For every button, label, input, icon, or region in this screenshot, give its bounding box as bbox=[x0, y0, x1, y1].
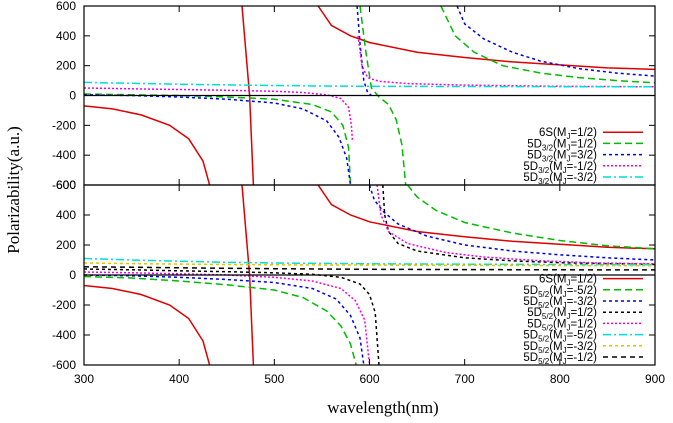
series-line-bottom-0-1 bbox=[241, 185, 255, 365]
y-tick-label: -600 bbox=[52, 178, 76, 192]
y-tick-label: -200 bbox=[52, 298, 76, 312]
legend-label: 5D5/2(MJ=-3/2) bbox=[523, 341, 597, 355]
legend-bottom: 6S(MJ=1/2)5D5/2(MJ=-5/2)5D5/2(MJ=-3/2)5D… bbox=[523, 274, 643, 366]
legend-label: 5D5/2(MJ=-5/2) bbox=[523, 285, 597, 299]
series-line-bottom-3-0 bbox=[84, 268, 380, 365]
y-tick-label: 0 bbox=[69, 268, 76, 282]
plot-area-bottom bbox=[84, 185, 655, 365]
y-tick-label: -400 bbox=[52, 148, 76, 162]
series-line-top-1-1 bbox=[359, 6, 407, 185]
series-line-bottom-2-1 bbox=[368, 185, 655, 261]
y-tick-label: -200 bbox=[52, 118, 76, 132]
series-line-bottom-4-0 bbox=[84, 271, 371, 365]
series-line-top-2-0 bbox=[84, 94, 352, 185]
series-line-bottom-0-0 bbox=[84, 284, 211, 365]
legend-label: 5D5/2(MJ=-5/2) bbox=[523, 330, 597, 344]
y-tick-label: 200 bbox=[56, 59, 76, 73]
legend-label: 5D3/2(MJ=-1/2) bbox=[523, 161, 597, 175]
series-line-top-4-0 bbox=[84, 81, 655, 88]
series-line-top-1-2 bbox=[440, 6, 655, 84]
y-tick-label: 0 bbox=[69, 89, 76, 103]
x-tick-label: 500 bbox=[264, 372, 284, 386]
legend-label: 5D3/2(MJ=3/2) bbox=[527, 150, 597, 164]
series-line-top-1-0 bbox=[84, 93, 352, 185]
series-line-bottom-4-1 bbox=[376, 185, 655, 265]
series-line-bottom-5-0 bbox=[84, 257, 655, 266]
y-tick-label: 200 bbox=[56, 238, 76, 252]
series-line-bottom-2-0 bbox=[84, 274, 365, 365]
plot-area-top bbox=[84, 6, 655, 185]
y-tick-label: 600 bbox=[56, 178, 76, 192]
series-line-top-2-2 bbox=[456, 6, 655, 77]
x-axis-title: wavelength(nm) bbox=[327, 398, 438, 417]
legend-label: 5D3/2(MJ=-3/2) bbox=[523, 172, 597, 186]
chart-panels: 6004002000-200-400-6006S(MJ=1/2)5D3/2(MJ… bbox=[52, 0, 665, 386]
series-line-top-0-1 bbox=[241, 6, 255, 185]
x-tick-label: 300 bbox=[74, 372, 94, 386]
panel-top: 6004002000-200-400-6006S(MJ=1/2)5D3/2(MJ… bbox=[52, 0, 656, 192]
series-line-bottom-1-1 bbox=[407, 185, 655, 250]
y-tick-label: 400 bbox=[56, 29, 76, 43]
series-line-bottom-6-0 bbox=[84, 262, 655, 267]
y-tick-label: 600 bbox=[56, 0, 76, 13]
series-line-bottom-1-0 bbox=[84, 275, 357, 365]
legend-label: 5D5/2(MJ=1/2) bbox=[527, 307, 597, 321]
series-line-top-2-1 bbox=[356, 6, 372, 97]
series-line-bottom-0-2 bbox=[317, 185, 655, 250]
y-axis-title: Polarizability(a.u.) bbox=[4, 126, 23, 253]
legend-label: 6S(MJ=1/2) bbox=[539, 127, 597, 141]
legend-label: 5D3/2(MJ=1/2) bbox=[527, 138, 597, 152]
x-tick-label: 600 bbox=[359, 372, 379, 386]
series-line-top-0-0 bbox=[84, 105, 211, 185]
x-tick-label: 900 bbox=[645, 372, 665, 386]
series-line-bottom-3-1 bbox=[382, 185, 655, 266]
legend-label: 5D5/2(MJ=1/2) bbox=[527, 318, 597, 332]
series-line-top-0-2 bbox=[317, 6, 655, 71]
x-tick-label: 700 bbox=[455, 372, 475, 386]
x-tick-label: 800 bbox=[550, 372, 570, 386]
y-tick-label: -400 bbox=[52, 328, 76, 342]
x-tick-label: 400 bbox=[169, 372, 189, 386]
y-tick-label: 400 bbox=[56, 208, 76, 222]
legend-label: 6S(MJ=1/2) bbox=[539, 274, 597, 288]
legend-label: 5D5/2(MJ=-3/2) bbox=[523, 296, 597, 310]
series-line-bottom-7-0 bbox=[84, 266, 655, 271]
y-tick-label: -600 bbox=[52, 358, 76, 372]
legend-top: 6S(MJ=1/2)5D3/2(MJ=1/2)5D3/2(MJ=3/2)5D3/… bbox=[523, 127, 643, 186]
legend-label: 5D5/2(MJ=-1/2) bbox=[523, 352, 597, 366]
